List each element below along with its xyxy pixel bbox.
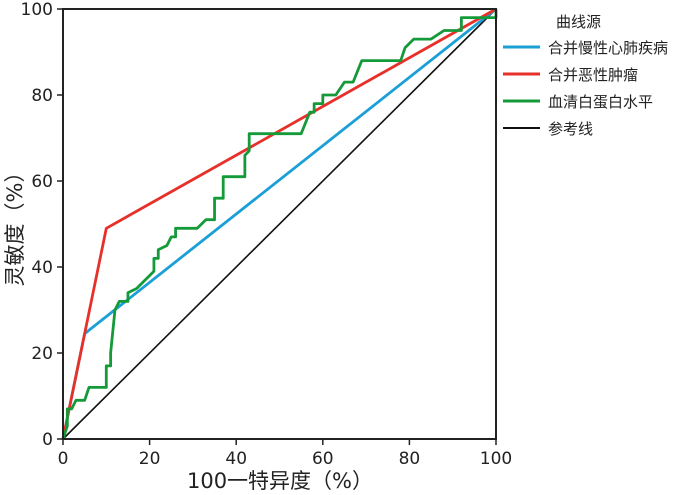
y-tick-label: 0 xyxy=(42,430,53,450)
y-tick-label: 80 xyxy=(31,86,53,106)
x-tick-label: 20 xyxy=(139,449,161,469)
legend-label: 合并慢性心肺疾病 xyxy=(548,39,668,57)
series-line-2 xyxy=(61,9,498,440)
legend-label: 合并恶性肿瘤 xyxy=(548,66,638,84)
x-tick-label: 0 xyxy=(58,449,69,469)
y-tick-label: 60 xyxy=(31,172,53,192)
x-tick-label: 60 xyxy=(312,449,334,469)
x-tick-label: 100 xyxy=(480,449,512,469)
plot-frame xyxy=(62,8,497,440)
legend-label: 参考线 xyxy=(548,120,593,138)
legend-label: 血清白蛋白水平 xyxy=(548,93,653,111)
x-tick-label: 40 xyxy=(225,449,247,469)
y-axis-label: 灵敏度（%） xyxy=(3,162,27,287)
y-tick-label: 100 xyxy=(21,0,53,20)
x-tick-label: 80 xyxy=(399,449,421,469)
y-tick-label: 40 xyxy=(31,258,53,278)
legend-title: 曲线源 xyxy=(556,13,601,31)
series-line-3 xyxy=(62,8,497,440)
x-axis-label: 100一特异度（%） xyxy=(187,469,373,493)
series-line-1 xyxy=(61,7,497,440)
y-tick-label: 20 xyxy=(31,344,53,364)
